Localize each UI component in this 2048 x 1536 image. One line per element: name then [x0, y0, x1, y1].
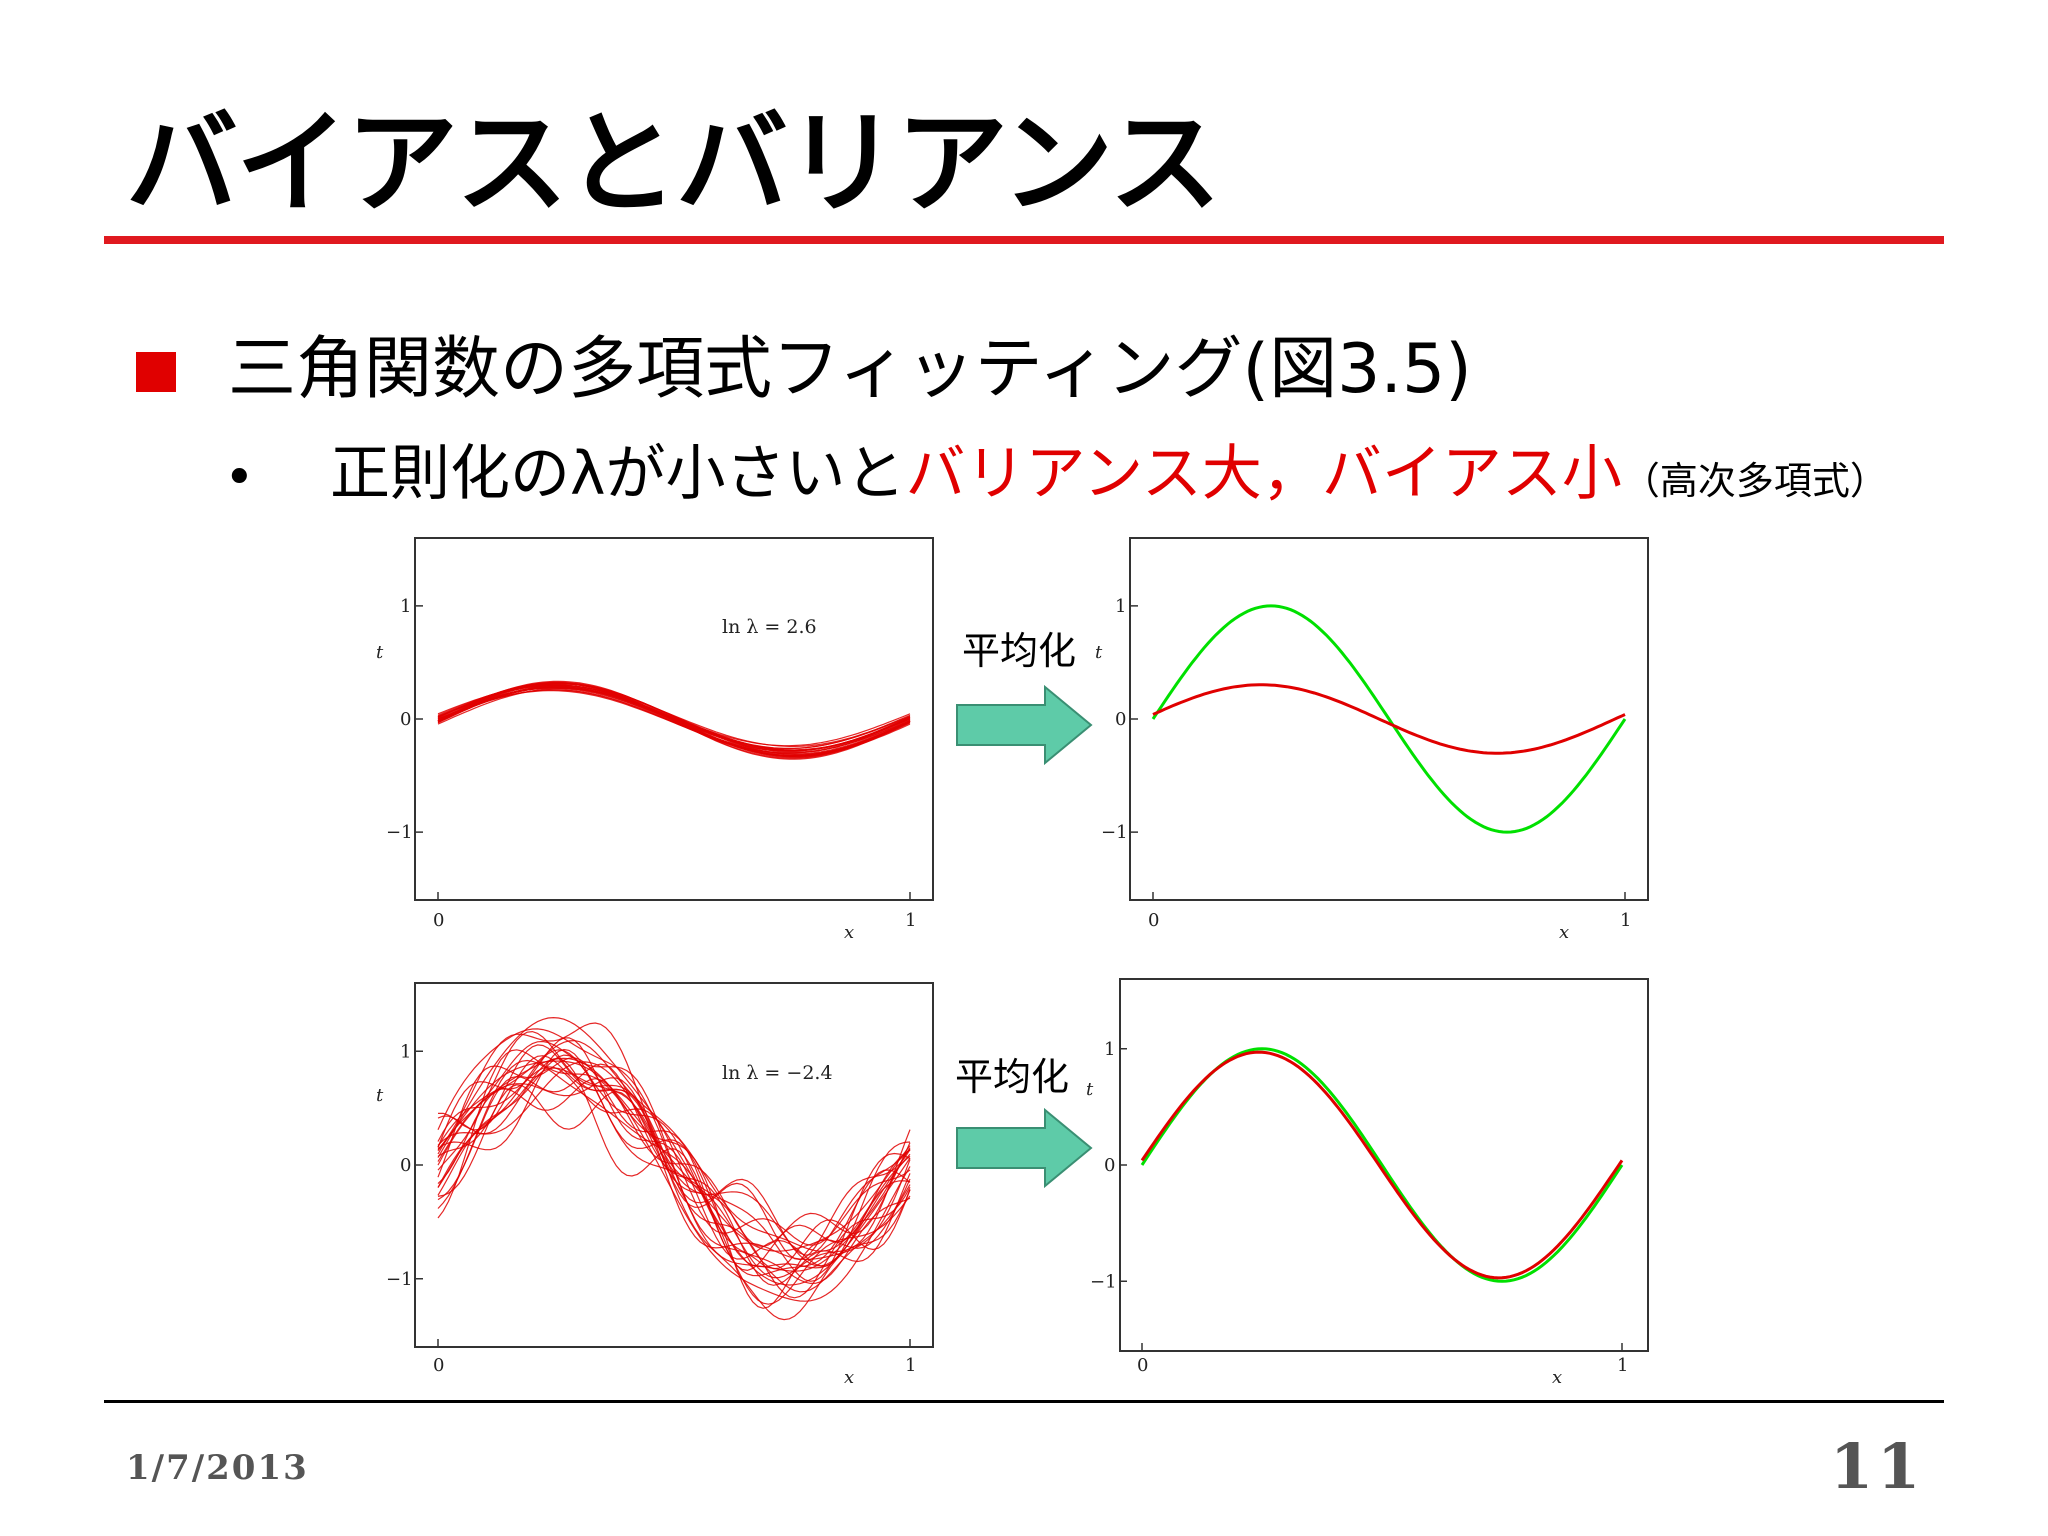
x-axis-label: x: [844, 1367, 854, 1388]
x-tick-label: 1: [905, 910, 916, 931]
fit-curve: [437, 684, 911, 747]
sub-bullet-dot-icon: •: [224, 448, 255, 508]
x-tick-label: 0: [433, 1355, 444, 1376]
right-arrow-icon: [956, 685, 1093, 765]
bullet-sub-note: （高次多項式）: [1621, 459, 1888, 503]
plot-bottom-left: 0 1 −1 0 1 ln λ = −2.4 t x: [376, 982, 934, 1388]
fit-curve: [437, 1028, 911, 1272]
fit-curve: [437, 689, 911, 754]
fit-curve: [437, 684, 911, 749]
y-tick-label: −1: [1090, 1271, 1117, 1292]
x-tick-label: 0: [433, 910, 444, 931]
title-rule: [104, 236, 1944, 244]
fit-curve: [437, 1057, 911, 1302]
x-tick-label: 1: [1617, 1355, 1628, 1376]
fit-curve: [437, 1030, 911, 1321]
fit-curve: [437, 1067, 911, 1256]
fit-curves-group: [437, 1016, 911, 1321]
plot-annotation: ln λ = −2.4: [722, 1062, 833, 1084]
fit-curves-group: [437, 680, 911, 760]
bullet-main-text: 三角関数の多項式フィッティング(図3.5): [228, 330, 1472, 409]
axis-ticks: 0 1 −1 0 1: [1090, 1039, 1628, 1376]
y-tick-label: 1: [400, 1041, 411, 1062]
y-tick-label: 0: [400, 709, 411, 730]
bullet-sub-text: 正則化のλが小さいとバリアンス大，バイアス小（高次多項式）: [330, 444, 1888, 504]
x-axis-label: x: [844, 922, 854, 943]
fit-curve: [437, 1060, 911, 1252]
series-lines-group: [1140, 1047, 1624, 1283]
x-tick-label: 1: [1620, 910, 1631, 931]
footer-date: 1/7/2013: [126, 1448, 309, 1488]
fit-curve: [437, 682, 911, 752]
average-label-bottom: 平均化: [955, 1055, 1070, 1099]
average-series-line: [1152, 683, 1626, 755]
right-arrow-icon: [956, 1108, 1093, 1188]
average-series-line: [1140, 1050, 1624, 1280]
slide-title: バイアスとバリアンス: [126, 99, 1221, 229]
plot-top-right: 0 1 −1 0 1 t x: [1095, 537, 1649, 943]
x-axis-label: x: [1552, 1367, 1562, 1388]
series-lines-group: [1151, 604, 1627, 834]
x-tick-label: 0: [1148, 910, 1159, 931]
fit-curve: [437, 1037, 911, 1267]
footer-rule: [104, 1400, 1944, 1403]
y-tick-label: −1: [386, 1269, 413, 1290]
y-tick-label: 0: [400, 1155, 411, 1176]
truth-series-line: [1151, 604, 1627, 834]
plot-frame: [414, 982, 934, 1348]
bullet-sub-prefix: 正則化のλが小さいと: [330, 439, 906, 509]
x-tick-label: 1: [905, 1355, 916, 1376]
fit-curve: [437, 1039, 911, 1252]
y-axis-label: t: [376, 642, 384, 663]
y-axis-label: t: [376, 1085, 384, 1106]
fit-curve: [437, 1077, 911, 1261]
y-tick-label: 1: [400, 596, 411, 617]
axis-ticks: 0 1 −1 0 1: [386, 1041, 916, 1376]
y-tick-label: 0: [1115, 709, 1126, 730]
y-axis-label: t: [1086, 1079, 1094, 1100]
fit-curve: [437, 1078, 911, 1248]
y-tick-label: −1: [1101, 822, 1128, 843]
x-axis-label: x: [1559, 922, 1569, 943]
fit-curve: [437, 1049, 911, 1309]
average-label-top: 平均化: [962, 629, 1077, 673]
bullet-square-icon: [136, 352, 176, 392]
axis-ticks: 0 1 −1 0 1: [386, 596, 916, 931]
truth-series-line: [1140, 1047, 1624, 1283]
plot-bottom-right: 0 1 −1 0 1 t x: [1086, 978, 1649, 1388]
page-number: 11: [1830, 1430, 1925, 1503]
y-tick-label: 1: [1115, 596, 1126, 617]
y-tick-label: −1: [386, 822, 413, 843]
plot-top-left: 0 1 −1 0 1 ln λ = 2.6 t x: [376, 537, 934, 943]
bullet-sub-red-text: バリアンス大，バイアス小: [905, 439, 1622, 509]
axis-ticks: 0 1 −1 0 1: [1101, 596, 1631, 931]
fit-curve: [437, 1084, 911, 1270]
fit-curve: [437, 1022, 911, 1279]
x-tick-label: 0: [1137, 1355, 1148, 1376]
plot-frame: [1119, 978, 1649, 1352]
fit-curve: [437, 1057, 911, 1272]
plot-annotation: ln λ = 2.6: [722, 616, 817, 638]
y-axis-label: t: [1095, 642, 1103, 663]
y-tick-label: 1: [1104, 1039, 1115, 1060]
y-tick-label: 0: [1104, 1155, 1115, 1176]
fit-curve: [437, 1059, 911, 1305]
fit-curve: [437, 686, 911, 755]
